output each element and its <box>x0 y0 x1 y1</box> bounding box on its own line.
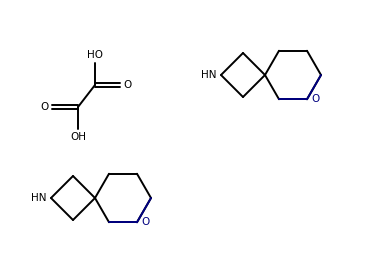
Text: O: O <box>311 94 319 104</box>
Text: O: O <box>141 217 149 227</box>
Text: OH: OH <box>70 132 86 142</box>
Text: HO: HO <box>87 50 103 60</box>
Text: O: O <box>123 80 131 90</box>
Text: HN: HN <box>32 193 47 203</box>
Text: O: O <box>41 102 49 112</box>
Text: HN: HN <box>202 70 217 80</box>
